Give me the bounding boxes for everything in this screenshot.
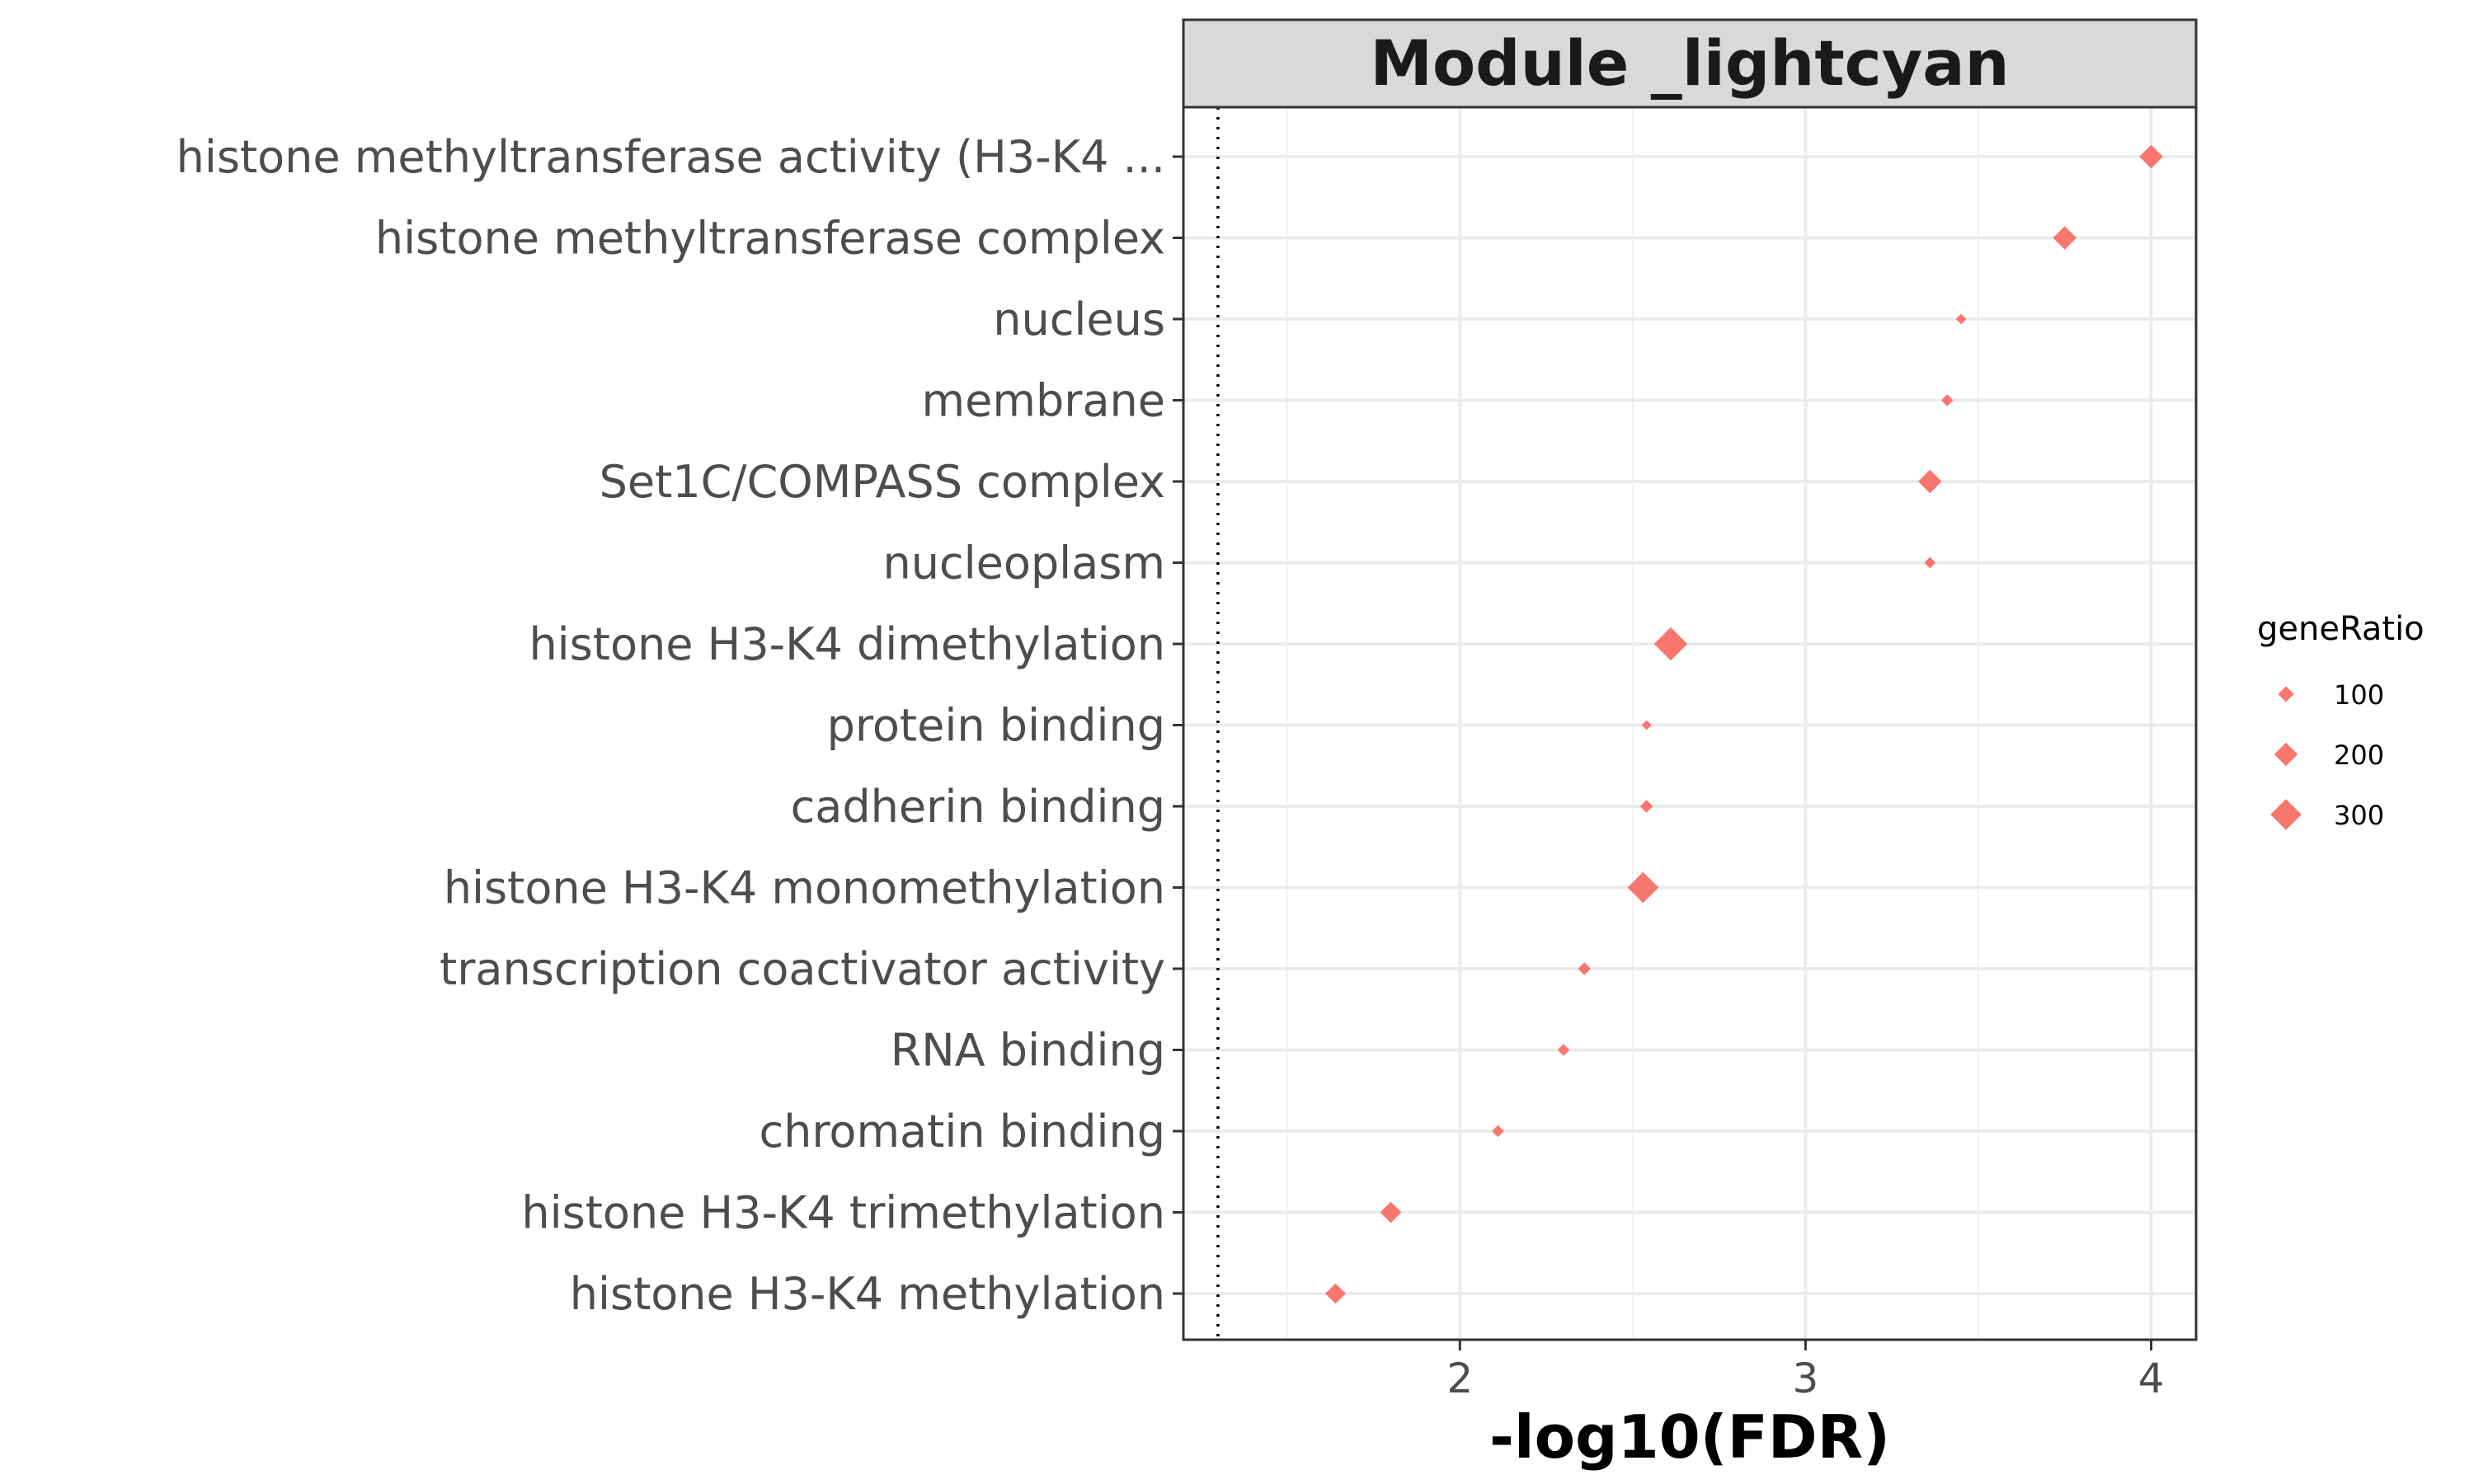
data-point xyxy=(1627,871,1659,904)
facet-title: Module _lightcyan xyxy=(1370,26,2009,100)
y-tick-label: histone H3-K4 monomethylation xyxy=(444,862,1165,914)
facet-strip: Module _lightcyan xyxy=(1182,18,2198,109)
plot-panel xyxy=(1182,106,2198,1341)
legend-title: geneRatio xyxy=(2257,610,2425,648)
legend-label: 100 xyxy=(2334,679,2384,711)
data-point xyxy=(1492,1125,1504,1138)
legend-key xyxy=(2270,799,2302,830)
y-tick-label: histone H3-K4 trimethylation xyxy=(521,1187,1165,1239)
y-tick-label: histone methyltransferase complex xyxy=(375,213,1165,265)
x-tick-label: 4 xyxy=(2138,1355,2165,1402)
legend-label: 200 xyxy=(2334,740,2384,771)
x-tick-label: 3 xyxy=(1792,1355,1818,1402)
data-point xyxy=(1653,627,1688,661)
y-tick-label: histone H3-K4 methylation xyxy=(570,1268,1165,1320)
y-tick-label: Set1C/COMPASS complex xyxy=(600,456,1165,508)
y-tick-label: cadherin binding xyxy=(791,781,1165,833)
legend-label: 300 xyxy=(2334,800,2384,831)
y-tick-label: membrane xyxy=(922,375,1165,427)
legend-key xyxy=(2278,686,2294,702)
data-point xyxy=(1955,313,1967,325)
data-point xyxy=(1325,1283,1346,1304)
data-point xyxy=(1578,962,1591,975)
data-point xyxy=(1639,800,1653,813)
data-point xyxy=(1380,1201,1402,1223)
y-tick-label: histone H3-K4 dimethylation xyxy=(529,618,1165,670)
data-point xyxy=(1924,556,1936,569)
facet-strip-background xyxy=(1182,18,2198,109)
y-axis-labels: histone methyltransferase activity (H3-K… xyxy=(176,131,1183,1320)
data-point xyxy=(2053,226,2077,250)
y-tick-label: nucleoplasm xyxy=(882,538,1165,589)
x-axis-title: -log10(FDR) xyxy=(1489,1402,1890,1472)
x-tick-label: 2 xyxy=(1446,1355,1473,1402)
y-tick-label: RNA binding xyxy=(891,1025,1165,1077)
data-point xyxy=(1918,469,1942,494)
y-tick-label: histone methyltransferase activity (H3-K… xyxy=(176,131,1165,183)
data-point xyxy=(1641,720,1652,730)
data-point xyxy=(1557,1044,1570,1056)
data-point xyxy=(1940,394,1954,406)
legend: geneRatio 100 200 300 xyxy=(2257,610,2425,831)
data-point xyxy=(2139,144,2163,169)
y-tick-label: protein binding xyxy=(827,700,1165,752)
legend-key xyxy=(2274,742,2298,767)
y-tick-label: chromatin binding xyxy=(759,1106,1165,1158)
y-tick-label: transcription coactivator activity xyxy=(440,943,1165,995)
y-tick-label: nucleus xyxy=(993,294,1165,345)
x-axis-ticks: 2 3 4 xyxy=(1446,1340,2164,1402)
